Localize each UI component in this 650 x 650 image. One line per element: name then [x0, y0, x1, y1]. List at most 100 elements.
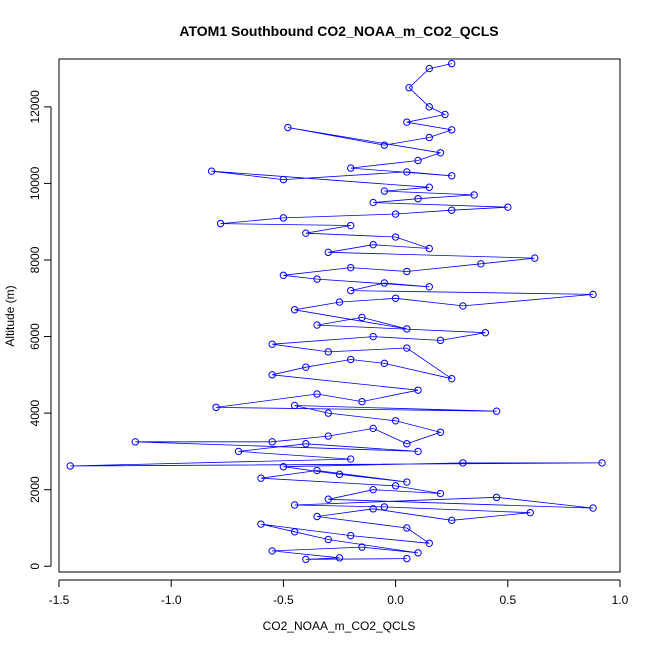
data-point: [369, 240, 377, 249]
data-point: [279, 214, 288, 222]
x-tick-label: -0.5: [273, 593, 294, 607]
data-point: [66, 462, 74, 470]
data-point: [425, 244, 433, 253]
data-point: [257, 474, 265, 482]
data-point: [131, 438, 139, 446]
data-point: [347, 355, 355, 364]
data-point: [414, 386, 422, 394]
y-tick-label: 12000: [28, 90, 42, 124]
data-point: [403, 168, 411, 176]
data-point: [470, 191, 478, 199]
data-point: [347, 286, 355, 295]
data-point: [448, 126, 456, 134]
data-point: [324, 495, 332, 503]
x-tick-label: 0.5: [499, 593, 516, 607]
data-point: [313, 275, 321, 283]
data-point: [391, 294, 400, 302]
data-point: [380, 141, 389, 149]
data-point: [302, 363, 310, 371]
data-point: [391, 210, 400, 218]
data-point: [324, 535, 332, 544]
data-point: [369, 424, 377, 433]
data-point: [234, 447, 243, 456]
data-point: [358, 397, 366, 406]
data-point: [425, 133, 433, 142]
data-point: [290, 401, 299, 410]
data-point: [324, 432, 332, 440]
data-point: [279, 463, 288, 471]
data-point: [391, 482, 400, 490]
series-path: [70, 63, 603, 560]
data-point: [268, 547, 276, 555]
y-tick-label: 6000: [28, 323, 42, 350]
data-point: [212, 403, 220, 412]
data-point: [391, 233, 400, 241]
data-point: [324, 248, 332, 257]
y-tick-label: 8000: [28, 246, 42, 273]
data-point: [290, 306, 299, 314]
data-point: [207, 167, 216, 175]
data-point: [448, 59, 456, 68]
plot-frame: [58, 58, 621, 573]
data-point: [403, 344, 411, 352]
data-point: [347, 164, 355, 172]
data-point: [380, 279, 389, 287]
series-line: [70, 63, 603, 560]
data-point: [481, 329, 490, 337]
data-point: [268, 438, 276, 446]
data-point: [268, 371, 276, 379]
data-point: [380, 503, 389, 511]
data-point: [347, 221, 355, 230]
data-point: [335, 298, 344, 306]
data-point: [358, 543, 366, 551]
data-point: [369, 485, 377, 494]
data-point: [425, 183, 433, 191]
data-point: [313, 321, 321, 329]
x-axis: -1.5 -1.0 -0.5 0.0 0.5 1.0: [49, 579, 629, 607]
data-point: [425, 283, 433, 291]
data-point: [441, 110, 449, 119]
data-point: [405, 84, 413, 92]
data-point: [403, 118, 411, 126]
data-point: [492, 493, 501, 502]
data-point: [448, 206, 456, 214]
x-tick-label: -1.0: [161, 593, 182, 607]
y-tick-label: 0: [28, 563, 42, 570]
data-point: [414, 195, 422, 203]
y-axis: 0 2000 4000 6000 8000 10000 12000: [28, 90, 52, 570]
data-point: [459, 459, 467, 467]
data-point: [313, 466, 321, 475]
series-points: [66, 59, 606, 564]
y-axis-label: Altitude (m): [3, 285, 17, 346]
y-tick-label: 2000: [28, 476, 42, 503]
data-point: [302, 229, 310, 237]
x-tick-label: 0.0: [387, 593, 404, 607]
data-point: [313, 390, 321, 398]
data-point: [369, 198, 377, 207]
data-point: [290, 501, 299, 509]
data-point: [216, 219, 225, 228]
data-point: [598, 459, 606, 467]
chart-title: ATOM1 Southbound CO2_NOAA_m_CO2_QCLS: [179, 23, 498, 39]
x-tick-label: 1.0: [612, 593, 629, 607]
data-point: [425, 64, 433, 73]
data-point: [414, 549, 422, 557]
x-axis-label: CO2_NOAA_m_CO2_QCLS: [263, 619, 416, 633]
data-point: [347, 455, 355, 463]
data-point: [492, 407, 501, 415]
data-point: [436, 336, 445, 345]
data-point: [448, 516, 456, 525]
data-point: [403, 267, 411, 276]
data-point: [403, 554, 411, 563]
data-point: [589, 504, 597, 512]
data-point: [335, 470, 344, 479]
data-point: [369, 332, 377, 341]
data-point: [358, 313, 366, 322]
data-point: [369, 505, 377, 513]
data-point: [414, 447, 422, 456]
y-tick-label: 4000: [28, 399, 42, 426]
data-point: [448, 374, 456, 383]
data-point: [403, 524, 411, 532]
data-point: [324, 409, 332, 417]
data-point: [302, 555, 310, 564]
